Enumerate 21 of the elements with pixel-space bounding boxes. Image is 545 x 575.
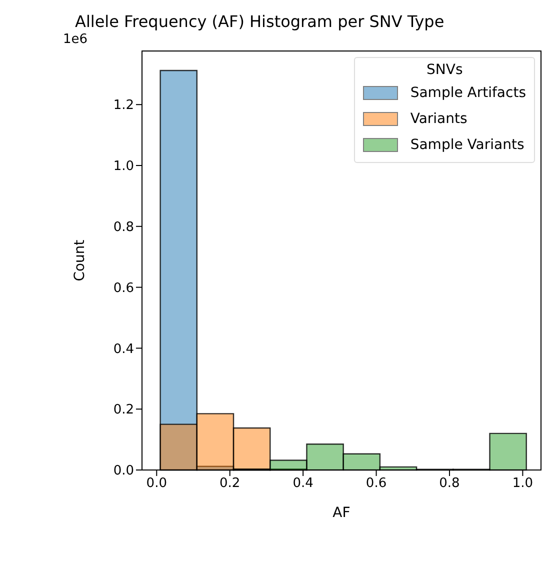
y-tick-label: 0.8 — [113, 220, 134, 236]
x-tick-label: 0.2 — [220, 476, 240, 492]
x-tick-label: 1.0 — [512, 476, 534, 492]
y-tick-label: 0.6 — [113, 280, 134, 296]
x-tick-label: 0.0 — [146, 476, 167, 492]
chart-title: Allele Frequency (AF) Histogram per SNV Type — [75, 12, 444, 31]
x-tick-label: 0.6 — [366, 476, 387, 492]
legend-title: SNVs — [426, 62, 464, 78]
y-tick-label: 0.0 — [113, 464, 134, 479]
legend-label: Sample Variants — [410, 137, 524, 153]
y-tick-label: 1.0 — [113, 159, 134, 174]
legend-label: Variants — [410, 111, 468, 127]
y-tick-label: 1.2 — [113, 98, 134, 114]
x-tick-label: 0.8 — [439, 476, 460, 492]
text: 1e6 — [63, 32, 88, 47]
y-tick-label: 0.2 — [113, 402, 134, 418]
y-axis-title: Count — [72, 239, 88, 282]
x-axis-title: AF — [332, 505, 350, 521]
y-tick-label: 0.4 — [113, 342, 134, 357]
x-tick-label: 0.4 — [292, 476, 314, 492]
legend-label: Sample Artifacts — [410, 85, 526, 101]
